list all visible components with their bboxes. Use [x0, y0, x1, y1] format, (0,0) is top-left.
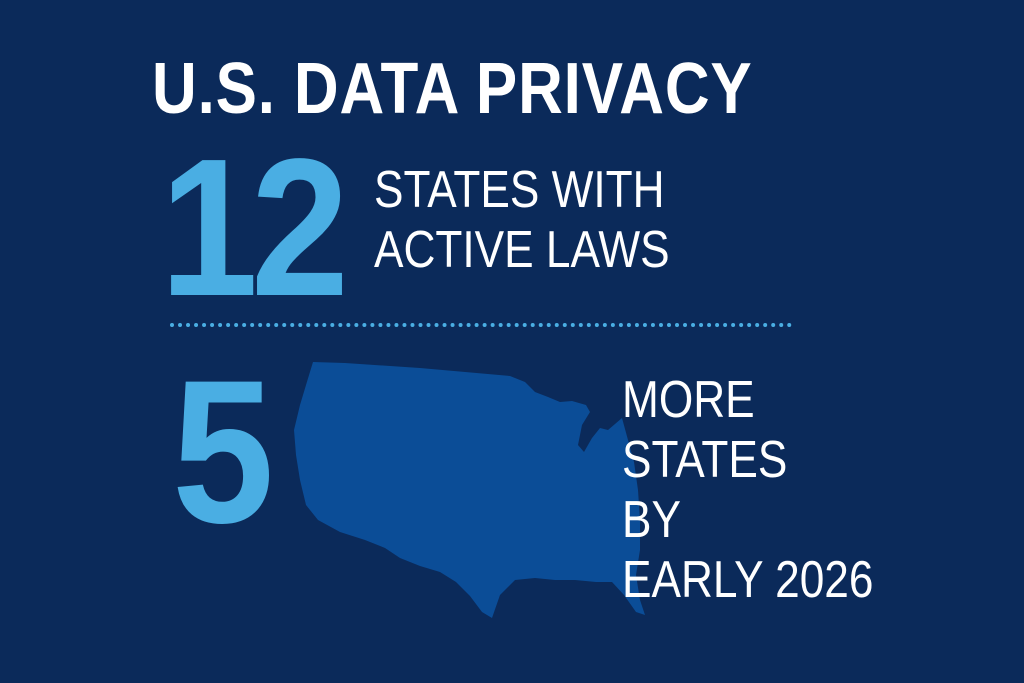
stat-active-laws-number: 12	[160, 118, 349, 337]
page-title: U.S. DATA PRIVACY	[152, 49, 753, 129]
label-line: STATES WITH	[374, 161, 665, 219]
stat-upcoming-number: 5	[172, 338, 275, 566]
stat-upcoming-label: MORE STATES BY EARLY 2026	[622, 370, 873, 610]
label-line: BY	[622, 491, 681, 549]
stat-active-laws-label: STATES WITH ACTIVE LAWS	[374, 160, 670, 280]
label-line: ACTIVE LAWS	[374, 221, 670, 279]
label-line: MORE	[622, 371, 755, 429]
label-line: STATES	[622, 431, 788, 489]
label-line: EARLY 2026	[622, 551, 874, 609]
dotted-divider	[170, 323, 792, 327]
